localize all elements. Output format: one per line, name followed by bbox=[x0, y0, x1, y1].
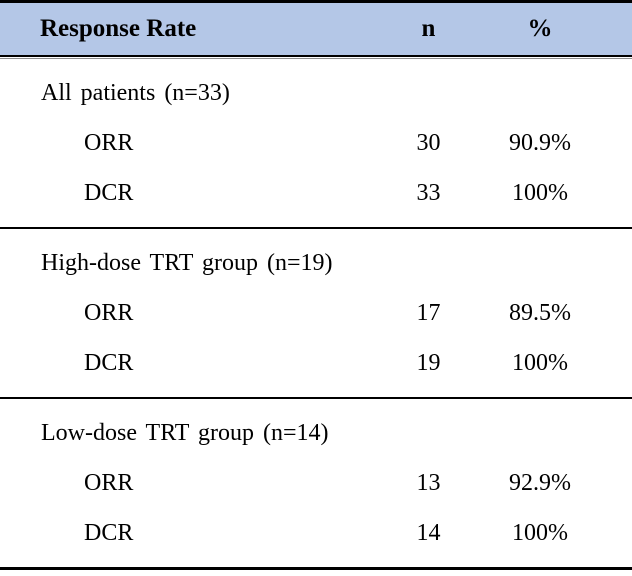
cell-n: 33 bbox=[416, 179, 441, 206]
table-row-orr: ORR 17 89.5% bbox=[0, 288, 632, 338]
group-label: Low-dose TRT group (n=14) bbox=[41, 419, 329, 446]
section-all-patients: All patients (n=33) ORR 30 90.9% DCR 33 … bbox=[0, 59, 632, 229]
section-low-dose: Low-dose TRT group (n=14) ORR 13 92.9% D… bbox=[0, 399, 632, 570]
row-label: DCR bbox=[84, 179, 134, 206]
group-label: High-dose TRT group (n=19) bbox=[41, 249, 333, 276]
header-n: n bbox=[421, 15, 436, 42]
table-row-orr: ORR 30 90.9% bbox=[0, 118, 632, 168]
header-percent: % bbox=[527, 15, 553, 42]
section-high-dose: High-dose TRT group (n=19) ORR 17 89.5% … bbox=[0, 229, 632, 399]
header-response-rate: Response Rate bbox=[40, 15, 197, 42]
cell-percent: 100% bbox=[512, 519, 568, 546]
cell-percent: 100% bbox=[512, 349, 568, 376]
cell-percent: 92.9% bbox=[509, 469, 571, 496]
group-header-row: High-dose TRT group (n=19) bbox=[0, 238, 632, 288]
table-row-dcr: DCR 19 100% bbox=[0, 338, 632, 388]
row-label: ORR bbox=[84, 129, 134, 156]
header-underline bbox=[0, 58, 632, 59]
row-label: ORR bbox=[84, 469, 134, 496]
cell-n: 13 bbox=[416, 469, 441, 496]
cell-n: 14 bbox=[416, 519, 441, 546]
cell-n: 30 bbox=[416, 129, 441, 156]
table-row-orr: ORR 13 92.9% bbox=[0, 458, 632, 508]
cell-n: 17 bbox=[416, 299, 441, 326]
table-row-dcr: DCR 14 100% bbox=[0, 508, 632, 558]
row-label: DCR bbox=[84, 519, 134, 546]
group-header-row: Low-dose TRT group (n=14) bbox=[0, 408, 632, 458]
cell-percent: 89.5% bbox=[509, 299, 571, 326]
row-label: DCR bbox=[84, 349, 134, 376]
row-label: ORR bbox=[84, 299, 134, 326]
table-header-row: Response Rate n % bbox=[0, 0, 632, 57]
table-row-dcr: DCR 33 100% bbox=[0, 168, 632, 218]
cell-percent: 90.9% bbox=[509, 129, 571, 156]
group-header-row: All patients (n=33) bbox=[0, 68, 632, 118]
group-label: All patients (n=33) bbox=[41, 79, 230, 106]
cell-percent: 100% bbox=[512, 179, 568, 206]
cell-n: 19 bbox=[416, 349, 441, 376]
